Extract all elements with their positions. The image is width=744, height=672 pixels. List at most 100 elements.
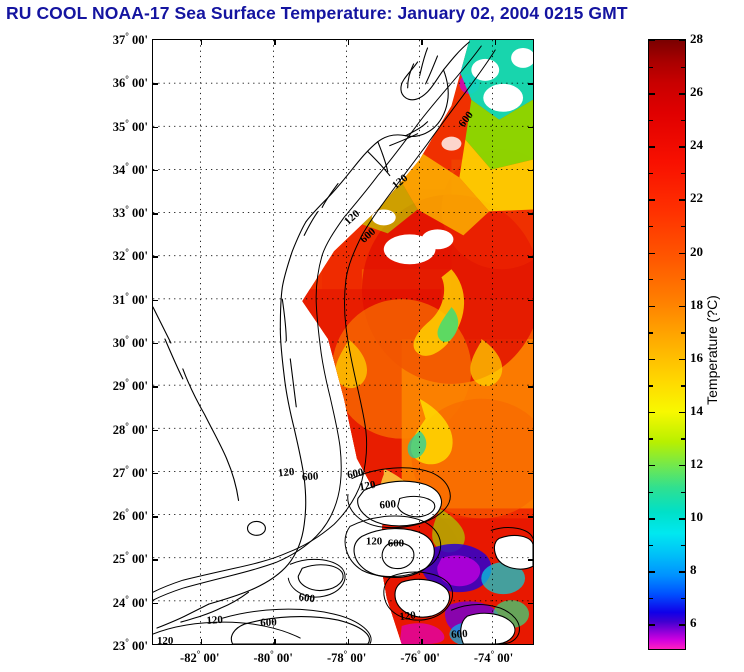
colorbar-minor-tick [649,172,653,175]
svg-text:120: 120 [277,466,295,480]
axis-tick [274,40,276,45]
colorbar-tick [649,624,655,626]
latitude-tick-label: 36° 00' [112,74,148,91]
colorbar-minor-tick [681,119,685,122]
svg-text:600: 600 [298,591,316,605]
colorbar-tick [679,40,685,42]
colorbar-tick-label: 8 [690,562,697,578]
axis-tick [153,126,158,128]
islands [230,480,533,644]
colorbar-minor-tick [649,544,653,547]
axis-tick [494,639,496,644]
axis-tick [528,83,533,85]
axis-tick [528,126,533,128]
axis-tick [421,40,423,45]
svg-text:600: 600 [302,470,320,483]
colorbar-tick-label: 6 [690,615,697,631]
bathymetry-contours [153,45,533,644]
colorbar-tick [679,411,685,414]
latitude-tick-label: 27° 00' [112,463,148,480]
axis-tick [153,429,158,431]
colorbar-minor-tick [681,544,685,547]
colorbar-tick-label: 16 [690,349,703,365]
colorbar-tick [649,571,655,573]
longitude-tick-label: -76° 00' [400,649,440,666]
colorbar-minor-tick [681,66,685,68]
colorbar-minor-tick [681,332,685,334]
axis-tick [153,83,158,85]
longitude-tick-label: -80° 00' [253,649,293,666]
colorbar-minor-tick [649,438,653,440]
latitude-tick-label: 33° 00' [112,204,148,221]
colorbar-tick [679,93,685,95]
colorbar-tick-label: 12 [690,456,703,472]
axis-tick [528,429,533,431]
colorbar-tick [679,252,685,254]
axis-tick [153,343,158,345]
coastline [153,41,470,629]
colorbar-tick-label: 28 [690,31,703,46]
latitude-tick-label: 28° 00' [112,420,148,437]
colorbar-tick [679,571,685,573]
land-mask [153,40,470,644]
colorbar-tick-label: 14 [690,402,703,418]
colorbar-tick [649,518,655,520]
axis-tick [528,516,533,518]
map-clip: 120 600 600 120 600 120 600 120 600 120 … [153,40,533,644]
longitude-tick-label: -74° 00' [473,649,514,666]
colorbar-minor-tick [681,225,685,228]
axis-tick [200,40,203,45]
svg-text:120: 120 [157,635,174,644]
axis-tick [274,639,276,644]
latitude-tick-label: 31° 00' [112,290,148,307]
colorbar-tick-label: 24 [690,137,703,153]
axis-tick [528,169,533,172]
colorbar-gradient [649,40,685,649]
colorbar-minor-tick [649,119,653,122]
axis-tick [528,386,533,388]
colorbar-tick [679,305,685,308]
colorbar-minor-tick [649,385,653,387]
svg-text:120: 120 [399,609,417,623]
colorbar-minor-tick [681,385,685,387]
latitude-tick-label: 26° 00' [112,507,148,524]
svg-text:600: 600 [451,628,469,641]
colorbar-minor-tick [649,225,653,228]
colorbar-tick-label: 22 [690,190,703,206]
colorbar-tick [649,252,655,254]
colorbar-axis-label: Temperature (?C) [704,50,728,405]
axis-tick [528,213,533,215]
colorbar-axis-label-text: Temperature (?C) [704,295,720,405]
map-plot-area: 120 600 600 120 600 120 600 120 600 120 … [152,39,534,645]
colorbar-tick-label: 20 [690,243,703,259]
colorbar-tick [679,518,685,520]
axis-tick [494,40,496,45]
colorbar-tick [679,199,685,201]
axis-tick [528,559,533,561]
svg-text:600: 600 [388,537,405,549]
longitude-tick-labels: -82° 00' -80° 00' -78° 00' -76° 00' -74° 00' [152,649,534,669]
colorbar-tick [649,465,655,467]
axis-tick [153,213,158,215]
colorbar-tick [649,146,655,148]
colorbar-minor-tick [681,172,685,175]
axis-tick [153,602,158,605]
colorbar-minor-tick [681,279,685,281]
colorbar-tick [649,93,655,95]
latitude-tick-label: 25° 00' [112,550,148,567]
colorbar-tick [679,624,685,626]
latitude-tick-label: 30° 00' [112,334,148,351]
latitude-tick-label: 34° 00' [112,160,148,177]
axis-tick [153,516,158,518]
colorbar-minor-tick [649,279,653,281]
colorbar [648,39,686,650]
latitude-tick-labels: 37° 00' 36° 00' 35° 00' 34° 00' 33° 00' 32° 0… [92,31,148,653]
axis-tick [528,472,533,475]
sst-map-svg: 120 600 600 120 600 120 600 120 600 120 … [153,40,533,644]
svg-text:120: 120 [206,614,224,627]
longitude-tick-label: -82° 00' [180,649,220,666]
colorbar-tick-label: 18 [690,296,703,312]
colorbar-minor-tick [649,332,653,334]
axis-tick [153,299,158,302]
colorbar-tick-label: 26 [690,84,703,100]
